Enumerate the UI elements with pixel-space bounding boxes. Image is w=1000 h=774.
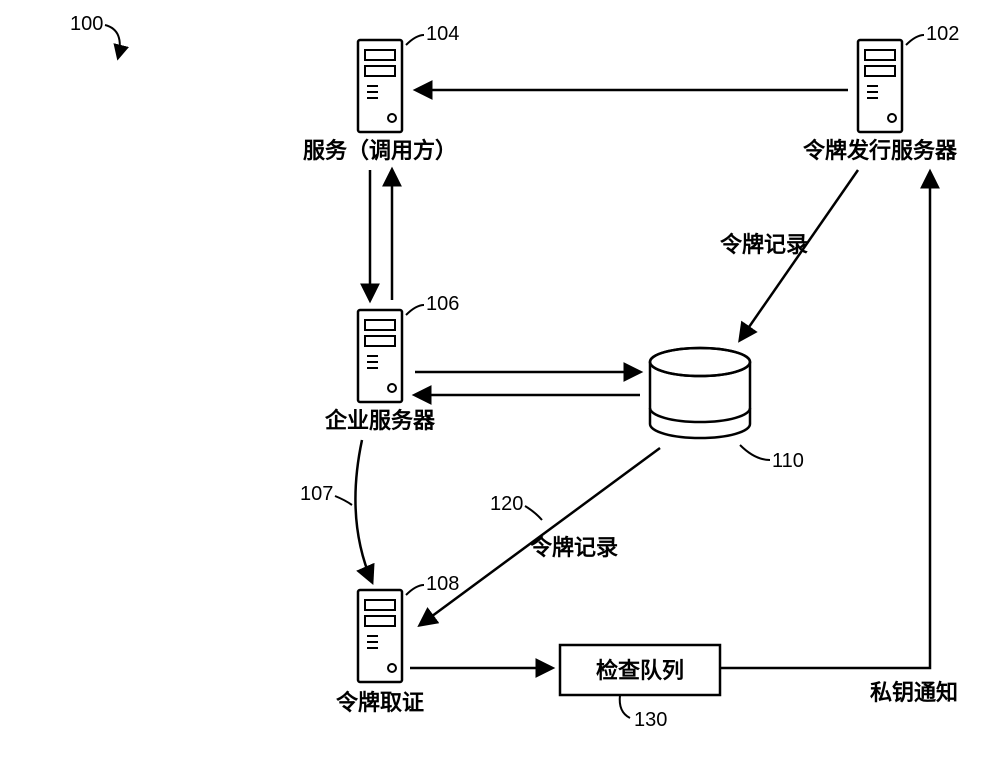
label-server-106: 企业服务器 [324,408,436,433]
ref-107-pointer [335,496,352,505]
ref-100: 100 [70,13,103,35]
node-server-102: 令牌发行服务器 102 [803,23,959,163]
ref-110: 110 [772,450,804,472]
ref-102: 102 [926,23,959,45]
ref-106: 106 [426,293,459,315]
node-database-110: 110 [650,348,804,472]
label-server-104: 服务（调用方） [303,138,457,163]
ref-130-pointer [620,695,630,718]
ref-102-pointer [906,35,924,45]
edge-106-108 [355,440,372,582]
ref-120: 120 [490,493,523,515]
ref-108-pointer [406,585,424,595]
ref-106-pointer [406,305,424,315]
node-box-130: 检查队列 130 [560,645,720,731]
ref-108: 108 [426,573,459,595]
label-server-108: 令牌取证 [336,690,424,715]
ref-104-pointer [406,35,424,45]
node-server-106: 企业服务器 106 [324,293,459,433]
edge-label-130-102: 私钥通知 [870,680,958,705]
label-server-102: 令牌发行服务器 [803,138,958,163]
node-server-104: 服务（调用方） 104 [303,23,459,163]
ref-110-pointer [740,445,770,460]
ref-130: 130 [634,709,667,731]
edge-label-110-108: 令牌记录 [530,535,618,560]
label-box-130: 检查队列 [596,658,684,683]
ref-104: 104 [426,23,459,45]
ref-120-pointer [525,506,542,520]
edge-label-102-110: 令牌记录 [720,232,808,257]
node-server-108: 令牌取证 108 [336,573,459,715]
ref-107: 107 [300,483,333,505]
ref-100-pointer [105,25,120,58]
